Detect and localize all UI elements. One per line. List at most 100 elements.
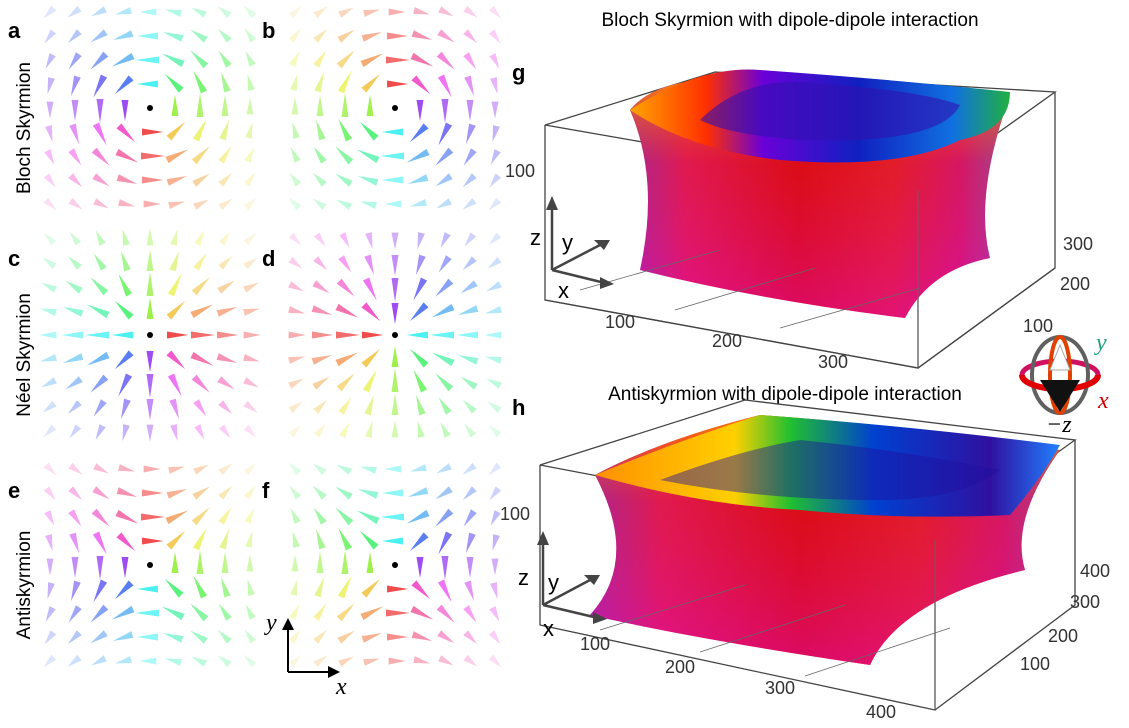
spin-cone	[43, 424, 57, 438]
spin-cone	[86, 304, 110, 319]
spin-cone	[489, 173, 502, 188]
panel-label: d	[262, 246, 275, 271]
spin-cone	[247, 578, 255, 596]
spin-cone	[435, 147, 454, 166]
spin-cone	[438, 6, 454, 17]
spin-cone	[217, 629, 232, 644]
spin-cone	[146, 399, 154, 421]
spin-cone	[407, 174, 429, 185]
spin-cone	[69, 231, 82, 246]
spin-cone	[62, 353, 84, 364]
spin-cone	[116, 532, 136, 552]
spin-cone	[166, 300, 186, 320]
spin-cone	[440, 422, 451, 438]
spin-cone	[93, 399, 107, 417]
spin-cone	[136, 80, 158, 88]
spin-cone	[417, 232, 425, 250]
spin-cone	[193, 253, 207, 271]
spin-cone	[457, 354, 479, 365]
tick-label: 100	[505, 161, 535, 181]
spin-cone	[217, 28, 232, 43]
spin-cone	[391, 255, 399, 277]
plot-title: Bloch Skyrmion with dipole-dipole intera…	[601, 10, 978, 31]
spin-cone	[335, 486, 353, 500]
spin-cone	[463, 630, 478, 645]
spin-cone	[93, 253, 107, 271]
spin-cone	[336, 464, 352, 475]
spin-cone	[313, 603, 327, 621]
spin-cone	[288, 256, 303, 269]
spin-cone	[463, 29, 478, 44]
spin-cone	[115, 509, 139, 524]
spin-cone	[384, 465, 402, 473]
spin-cone	[135, 56, 159, 64]
spin-cone	[139, 8, 157, 16]
spin-cone	[71, 557, 79, 579]
spin-cone	[457, 305, 479, 316]
tick-label: 200	[712, 331, 742, 351]
spin-cone	[68, 197, 83, 210]
spin-cone	[464, 423, 477, 438]
spin-cone	[366, 551, 374, 573]
core	[147, 105, 153, 111]
spin-cone	[191, 656, 207, 667]
tick-label: 100	[500, 504, 530, 524]
spin-cone	[112, 30, 134, 41]
spin-cone	[90, 29, 108, 43]
spin-cone	[43, 654, 57, 668]
spin-cone	[167, 273, 182, 297]
spin-cone	[141, 152, 165, 160]
spin-cone	[437, 630, 455, 644]
spin-cone	[69, 424, 82, 439]
spin-cone	[313, 399, 328, 414]
spin-cone	[218, 603, 232, 621]
spin-cone	[484, 356, 502, 364]
spin-cone	[216, 353, 238, 364]
spin-cone	[462, 399, 477, 414]
spin-cone	[488, 462, 502, 476]
spin-cone	[193, 199, 209, 210]
spin-cone	[41, 282, 57, 293]
spin-cone	[93, 463, 109, 474]
spin-cone	[288, 462, 302, 476]
spin-cone	[438, 531, 453, 555]
spin-cone	[243, 654, 257, 668]
spin-cone	[190, 304, 214, 319]
spin-cone	[243, 257, 258, 270]
spin-cone	[316, 94, 324, 116]
spin-cone	[90, 630, 108, 644]
spin-cone	[44, 149, 55, 165]
spin-cone	[243, 308, 261, 316]
spin-cone	[311, 354, 333, 365]
spin-cone	[484, 306, 502, 314]
spin-cone	[490, 582, 498, 600]
spin-cone	[366, 94, 374, 116]
spin-cone	[463, 509, 477, 527]
spin-cone	[43, 5, 57, 19]
axis-label: y	[562, 230, 573, 255]
spin-cone	[192, 486, 210, 500]
spin-cone	[161, 606, 185, 621]
spin-cone	[465, 123, 476, 145]
spin-cone	[69, 532, 80, 554]
spin-cone	[391, 393, 399, 415]
spin-cone	[335, 352, 359, 367]
spin-cone	[411, 75, 431, 95]
spin-cone	[191, 277, 210, 296]
spin-cone	[136, 633, 158, 641]
spin-cone	[191, 7, 207, 18]
spin-cone	[243, 462, 257, 476]
spin-cone	[381, 128, 403, 136]
spin-cone	[313, 629, 328, 644]
spin-cone	[335, 507, 354, 526]
spin-cone	[47, 582, 55, 600]
spin-cone	[462, 486, 477, 501]
axis-label: x	[558, 278, 569, 303]
spin-cone	[168, 201, 186, 209]
spin-cone	[116, 174, 138, 185]
spin-cone	[288, 629, 301, 644]
spin-cone	[245, 530, 253, 548]
plot-3d: z y x 100 100 200 300 100 200 300	[505, 69, 1093, 372]
spin-cone	[142, 128, 164, 136]
spin-cone	[46, 101, 54, 119]
